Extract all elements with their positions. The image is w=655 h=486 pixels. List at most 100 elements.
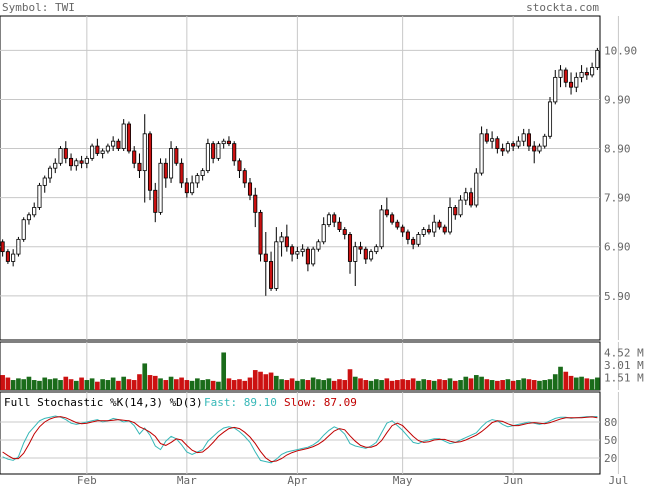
candle-body <box>16 238 21 255</box>
volume-bar <box>242 380 248 390</box>
candle-body <box>153 189 158 213</box>
volume-bar <box>73 380 79 390</box>
candle-body <box>511 143 516 147</box>
candle-body <box>358 246 363 250</box>
volume-bar <box>221 352 227 390</box>
month-label: Mar <box>177 474 197 486</box>
candle-body <box>158 162 163 213</box>
candle-body <box>521 133 526 142</box>
candle-body <box>100 150 105 154</box>
candle-body <box>579 72 584 78</box>
candle-body <box>79 160 84 164</box>
volume-bar <box>116 380 121 390</box>
candle-body <box>405 231 410 240</box>
month-label: Feb <box>77 474 97 486</box>
volume-bar <box>305 380 311 390</box>
candle-body <box>516 140 521 147</box>
candle-body <box>211 143 216 159</box>
candle-body <box>463 192 468 201</box>
volume-bar <box>105 380 111 390</box>
candle-body <box>232 143 237 162</box>
volume-bar <box>210 380 216 390</box>
volume-bar <box>384 378 390 390</box>
volume-bar <box>316 379 321 390</box>
stochastic-panel <box>0 391 601 475</box>
candle-body <box>111 140 116 147</box>
volume-bar <box>158 378 163 390</box>
volume-tick-label: 4.52 M <box>604 346 644 359</box>
volume-bar <box>552 374 558 390</box>
volume-bar <box>447 378 453 390</box>
volume-bar <box>58 380 63 390</box>
volume-bar <box>89 378 95 390</box>
volume-bar <box>437 379 442 390</box>
volume-bar <box>484 379 490 390</box>
volume-bar <box>421 379 427 390</box>
candle-body <box>363 248 368 260</box>
candle-body <box>174 148 179 164</box>
candle-body <box>305 248 310 265</box>
candle-body <box>332 214 337 223</box>
volume-bar <box>142 363 148 390</box>
candle-body <box>200 170 205 176</box>
candle-body <box>479 133 484 174</box>
candle-body <box>21 219 26 240</box>
volume-tick-label: 3.01 M <box>604 359 644 372</box>
volume-bar <box>563 371 569 390</box>
candle-body <box>447 207 453 233</box>
candle-body <box>526 133 531 147</box>
volume-bar <box>63 376 69 390</box>
candle-body <box>137 162 142 172</box>
stochastic-fast-value: Fast: 89.10 <box>204 396 277 409</box>
candle-body <box>353 246 358 262</box>
candle-body <box>11 253 16 262</box>
volume-bar <box>168 376 174 390</box>
volume-bar <box>379 380 384 390</box>
stochastic-slow-line <box>2 416 598 463</box>
candle-body <box>300 248 305 253</box>
volume-bar <box>526 379 532 390</box>
candle-body <box>505 143 510 152</box>
month-label: May <box>393 474 413 486</box>
volume-bar <box>331 380 337 390</box>
volume-bar <box>458 380 463 390</box>
candle-body <box>326 214 331 226</box>
candle-body <box>347 234 353 262</box>
price-tick-label: 8.90 <box>604 143 631 156</box>
volume-bar <box>337 379 342 390</box>
month-label: Jul <box>608 474 628 486</box>
volume-bar <box>42 377 48 390</box>
volume-bar <box>179 377 184 390</box>
volume-tick-label: 1.51 M <box>604 371 644 384</box>
volume-bar <box>363 380 369 390</box>
volume-bar <box>589 379 595 390</box>
volume-bar <box>584 378 590 390</box>
candle-body <box>437 221 442 228</box>
volume-bar <box>568 375 574 390</box>
candle-body <box>390 214 395 223</box>
volume-bar <box>21 379 27 390</box>
volume-bar <box>537 380 542 390</box>
candle-body <box>58 148 63 164</box>
candle-body <box>63 148 68 159</box>
source-label: stockta.com <box>526 1 599 14</box>
volume-bar <box>273 375 279 390</box>
candle-body <box>226 140 231 145</box>
candle-body <box>563 69 568 83</box>
candle-body <box>147 133 153 191</box>
volume-bar <box>516 380 521 390</box>
volume-bar <box>358 378 363 390</box>
candle-body <box>490 138 495 142</box>
volume-bar <box>268 372 274 390</box>
symbol-label: Symbol: TWI <box>2 1 75 14</box>
stochastic-tick-label: 80 <box>604 416 617 429</box>
candle-body <box>84 157 89 164</box>
candle-body <box>126 123 131 152</box>
volume-bar <box>442 380 448 390</box>
candle-body <box>590 67 595 76</box>
candle-body <box>584 72 589 76</box>
volume-bar <box>531 380 537 390</box>
volume-bar <box>263 374 269 390</box>
candle-body <box>195 175 200 184</box>
